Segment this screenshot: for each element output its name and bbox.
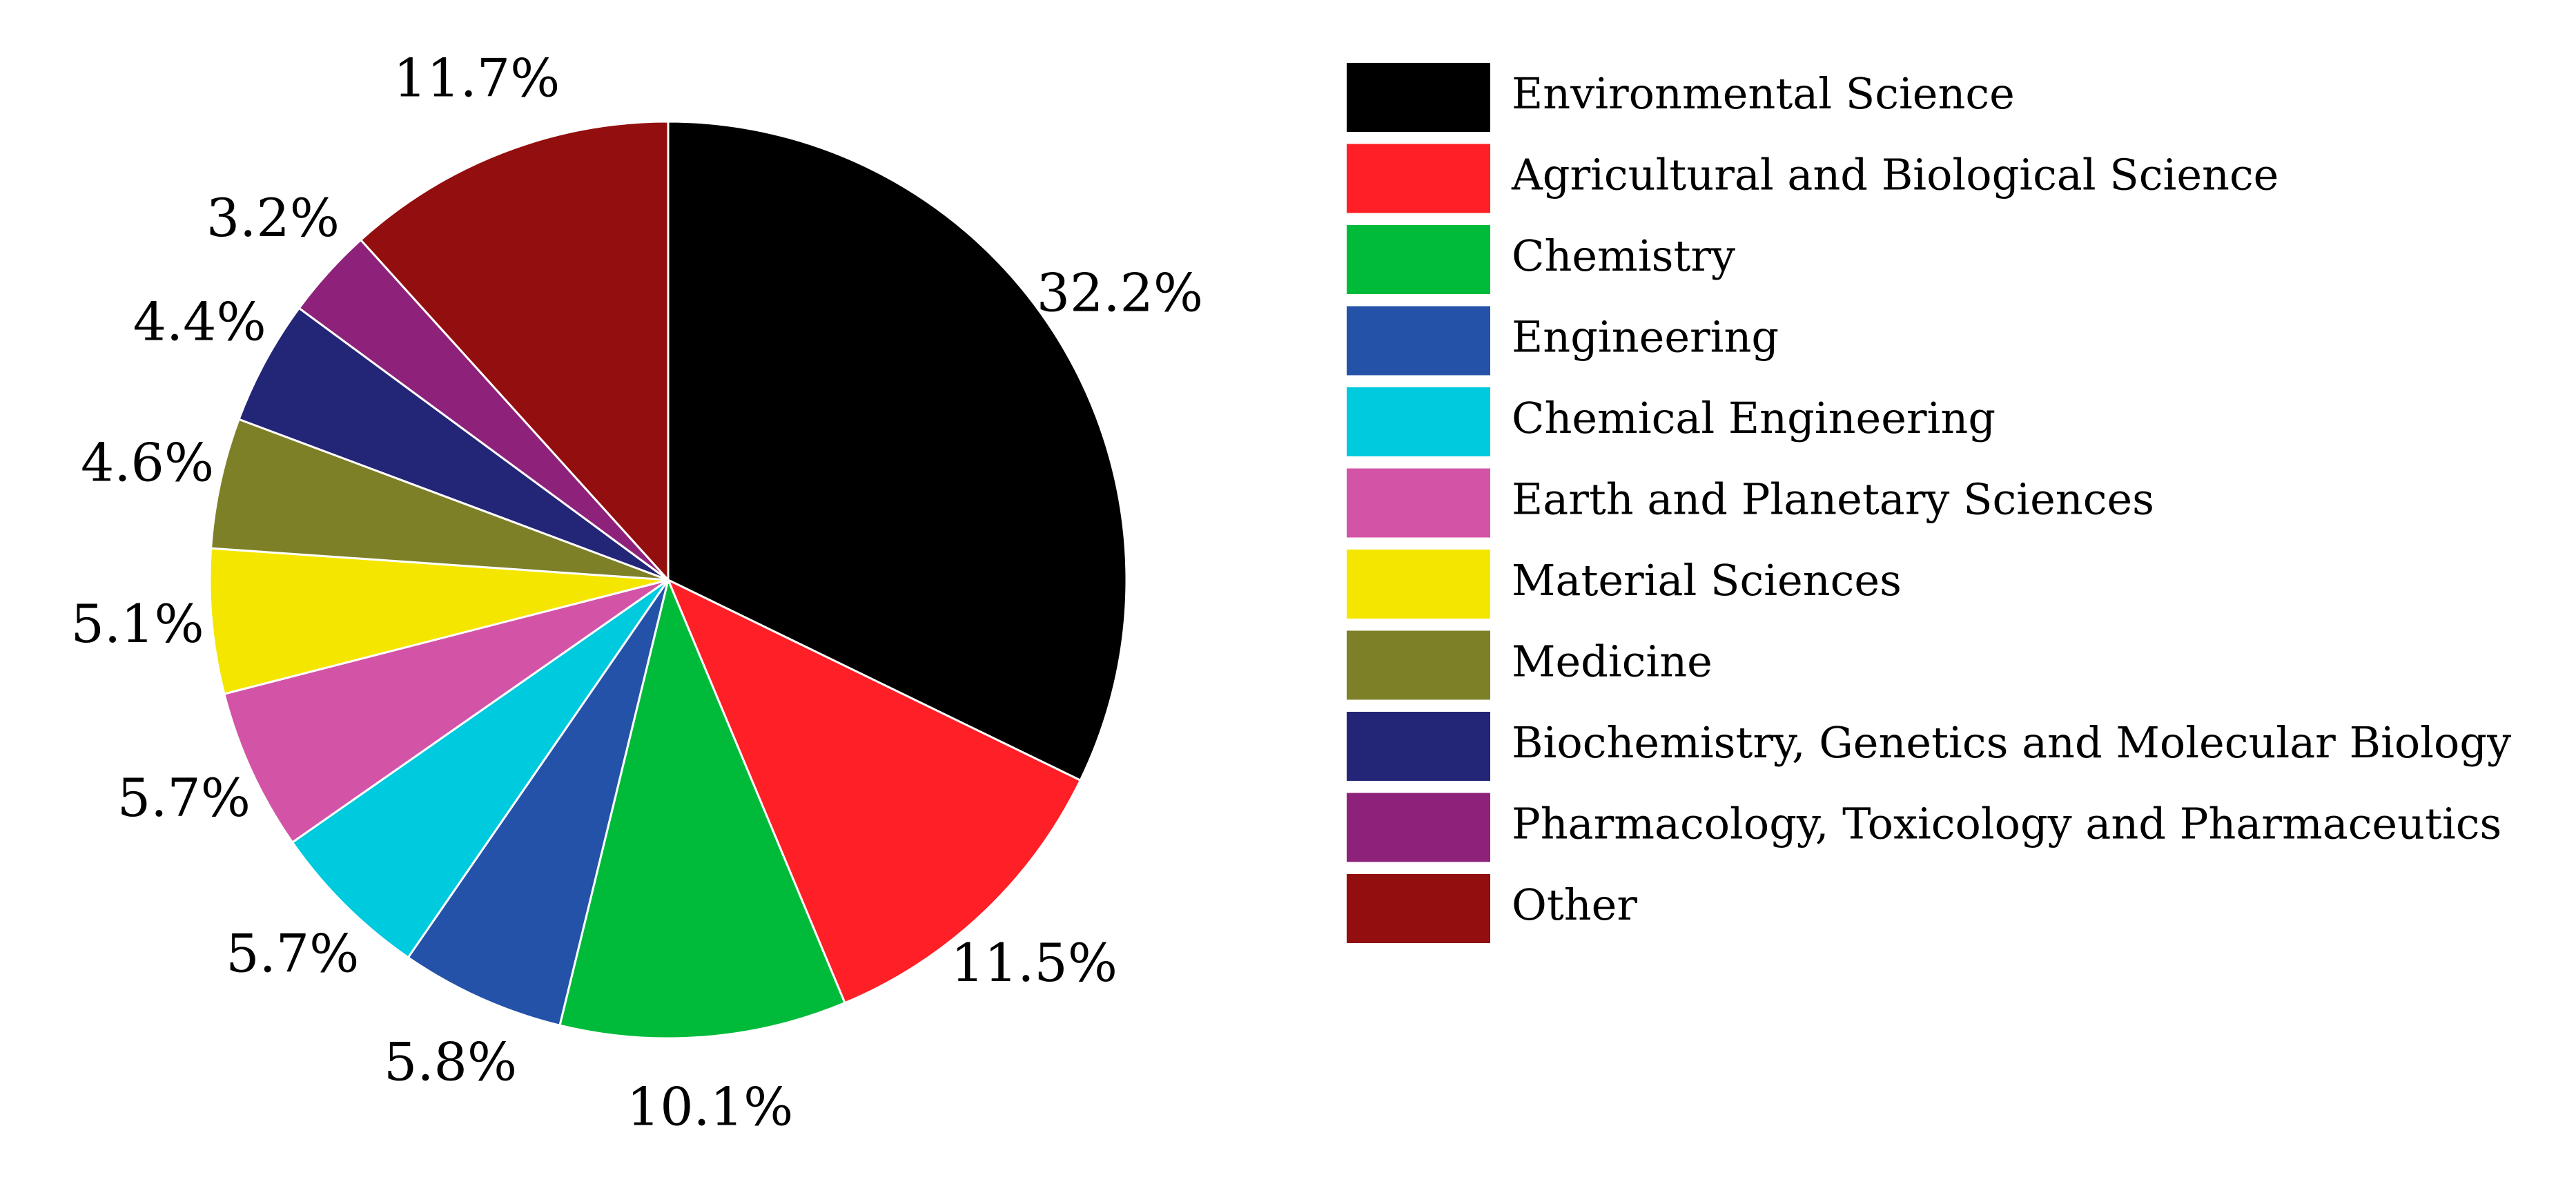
legend: Environmental Science Agricultural and Bi… [1345,61,2511,944]
pie-slice-chemistry [558,576,846,1040]
pie-slice-material-sciences [208,547,669,695]
pie-data-label: 5.7% [226,923,359,985]
legend-swatch [1345,142,1492,215]
legend-label: Biochemistry, Genetics and Molecular Bio… [1512,717,2511,768]
legend-swatch [1345,710,1492,782]
pie-data-label: 5.8% [384,1031,517,1093]
pie-data-label: 10.1% [627,1076,793,1138]
pie-slice-medicine [209,418,669,581]
pie-slice-engineering [407,579,670,1027]
pie-data-label: 5.7% [117,767,251,828]
pie-data-label: 4.4% [133,291,266,352]
legend-swatch [1345,791,1492,864]
legend-label: Chemical Engineering [1512,393,1996,443]
legend-label: Chemistry [1512,231,1735,281]
pie-slice-environmental-science [667,120,1128,782]
legend-label: Medicine [1512,637,1713,687]
legend-swatch [1345,629,1492,701]
legend-label: Earth and Planetary Sciences [1512,474,2154,525]
pie-data-label: 11.5% [951,932,1118,993]
pie-slice-agricultural-and-biological-science [666,577,1082,1005]
legend-swatch [1345,304,1492,377]
legend-label: Agricultural and Biological Science [1511,150,2279,200]
pie-slice-chemical-engineering [291,579,670,959]
legend-swatch [1345,548,1492,620]
legend-label: Pharmacology, Toxicology and Pharmaceuti… [1512,799,2501,849]
pie-slice-other [359,120,670,583]
pie-data-label: 5.1% [71,593,204,654]
legend-swatch [1345,873,1492,944]
pie-data-label: 3.2% [206,187,340,249]
legend-swatch [1345,61,1492,133]
legend-swatch [1345,224,1492,295]
pie-slices [208,120,1128,1040]
pie-slice-biochemistry-genetics-and-molecular-biology [237,307,669,581]
legend-label: Other [1512,880,1637,930]
pie-labels: 32.2% 11.5% 10.1% 5.8% 5.7% 5.7% 5.1% 4.6% 4.4% 3… [71,48,1203,1138]
legend-swatch [1345,467,1492,539]
pie-data-label: 11.7% [393,48,560,109]
pie-slice-earth-and-planetary-sciences [223,579,669,844]
legend-swatch [1345,386,1492,458]
legend-label: Material Sciences [1512,555,1902,605]
pie-data-label: 4.6% [81,431,214,493]
pie-data-label: 32.2% [1037,262,1203,323]
legend-label: Engineering [1512,312,1779,362]
legend-label: Environmental Science [1512,68,2015,119]
